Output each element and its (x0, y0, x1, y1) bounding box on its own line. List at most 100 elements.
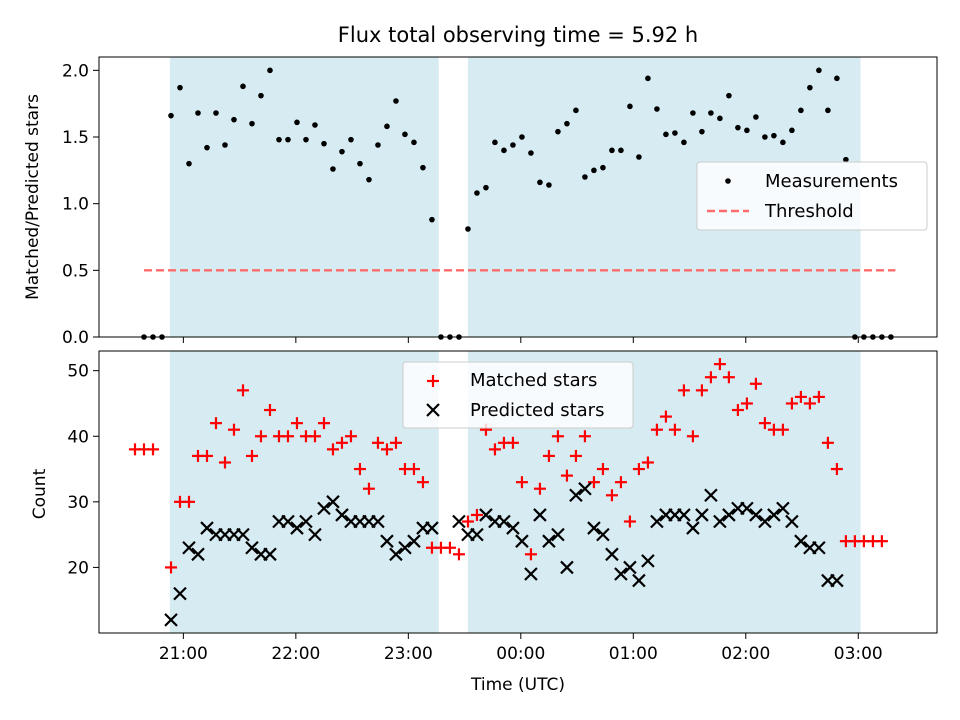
matched-point (443, 541, 456, 554)
measurement-point (771, 132, 777, 139)
measurement-point (276, 136, 282, 143)
predicted-point (524, 567, 538, 581)
predicted-point (686, 521, 700, 535)
predicted-point (623, 560, 637, 575)
top-y-ticks: 0.0 0.5 1.0 1.5 2.0 (62, 61, 99, 348)
matched-point (587, 476, 600, 489)
measurement-point (339, 148, 345, 155)
top-panel: 0.00.51.01.52.0 Matched/Predicted stars … (23, 56, 938, 348)
predicted-point (173, 586, 187, 601)
matched-point (731, 404, 744, 417)
measurement-point (744, 127, 750, 134)
y-tick-label: 0.0 (62, 328, 89, 348)
measurement-point (249, 120, 255, 127)
x-tick-label: 22:00 (271, 644, 320, 664)
legend-predicted-label: Predicted stars (470, 400, 604, 421)
measurement-point (546, 182, 552, 188)
predicted-point (326, 495, 340, 509)
matched-point (515, 476, 528, 489)
predicted-point (713, 514, 727, 529)
matched-point (677, 384, 690, 397)
measurement-point (303, 136, 309, 143)
y-tick-label: 1.5 (62, 128, 89, 148)
measurement-point (510, 142, 516, 148)
matched-point (218, 456, 231, 469)
measurement-point (582, 174, 588, 180)
predicted-point (596, 527, 610, 542)
predicted-point (281, 514, 295, 529)
matched-point (740, 397, 753, 410)
top-x-tick-marks (182, 337, 859, 343)
matched-point (560, 469, 573, 482)
y-tick-label: 2.0 (62, 61, 89, 81)
measurement-point (798, 107, 804, 114)
measurement-point (501, 147, 507, 154)
predicted-point (299, 514, 313, 529)
matched-point (209, 417, 222, 430)
predicted-point (452, 514, 466, 529)
predicted-point (794, 534, 808, 548)
measurement-point (357, 160, 363, 167)
matched-point (200, 449, 213, 462)
measurement-point (294, 119, 300, 126)
predicted-point (767, 508, 781, 522)
predicted-point (650, 514, 664, 529)
chart-title: Flux total observing time = 5.92 h (338, 23, 698, 47)
measurement-point (330, 166, 336, 172)
x-tick-label: 03:00 (834, 644, 883, 664)
matched-point (407, 463, 420, 476)
predicted-point (371, 514, 385, 529)
bottom-legend-box (402, 361, 634, 429)
measurement-point (492, 139, 498, 146)
bottom-legend: Matched stars Predicted stars (402, 361, 634, 429)
measurement-point (168, 112, 174, 119)
bottom-y-ticks: 20 30 40 50 (67, 362, 99, 578)
predicted-point (479, 508, 493, 522)
measurement-point (321, 140, 327, 147)
matched-point (722, 371, 735, 384)
matched-point (551, 430, 564, 443)
measurement-point (177, 84, 183, 91)
matched-point (488, 443, 501, 456)
matched-point (776, 423, 789, 436)
matched-point (794, 390, 807, 403)
measurement-point (312, 122, 318, 128)
top-legend: Measurements Threshold (696, 161, 928, 231)
measurement-point (609, 147, 615, 154)
x-axis-label: Time (UTC) (470, 675, 565, 695)
predicted-point (677, 508, 691, 522)
matched-point (317, 417, 330, 430)
matched-point (164, 561, 177, 574)
predicted-point (785, 514, 799, 529)
matched-point (569, 449, 582, 462)
matched-point (812, 390, 825, 403)
legend-threshold-label: Threshold (764, 201, 854, 222)
predicted-point (812, 540, 826, 555)
legend-predicted-marker (426, 403, 440, 417)
predicted-point (191, 547, 205, 562)
matched-point (389, 436, 402, 449)
predicted-point (317, 501, 331, 516)
matched-point (632, 463, 645, 476)
matched-point (659, 410, 672, 423)
predicted-point (605, 547, 619, 562)
predicted-point (722, 508, 736, 522)
shaded-interval-0 (169, 57, 439, 337)
bottom-predicted-points (164, 481, 844, 627)
measurement-point (267, 67, 273, 74)
shaded-interval-0 (169, 351, 439, 633)
matched-point (461, 515, 474, 528)
matched-point (650, 423, 663, 436)
bottom-plot-frame (98, 350, 938, 634)
measurement-point (231, 116, 237, 123)
measurement-point (834, 75, 840, 82)
measurement-point (285, 136, 291, 143)
measurement-point (555, 128, 561, 135)
y-tick-label: 30 (67, 493, 89, 513)
matched-point (308, 430, 321, 443)
predicted-point (200, 521, 214, 535)
predicted-point (245, 540, 259, 555)
measurement-point (654, 106, 660, 112)
measurement-point (825, 107, 831, 114)
matched-point (830, 463, 843, 476)
